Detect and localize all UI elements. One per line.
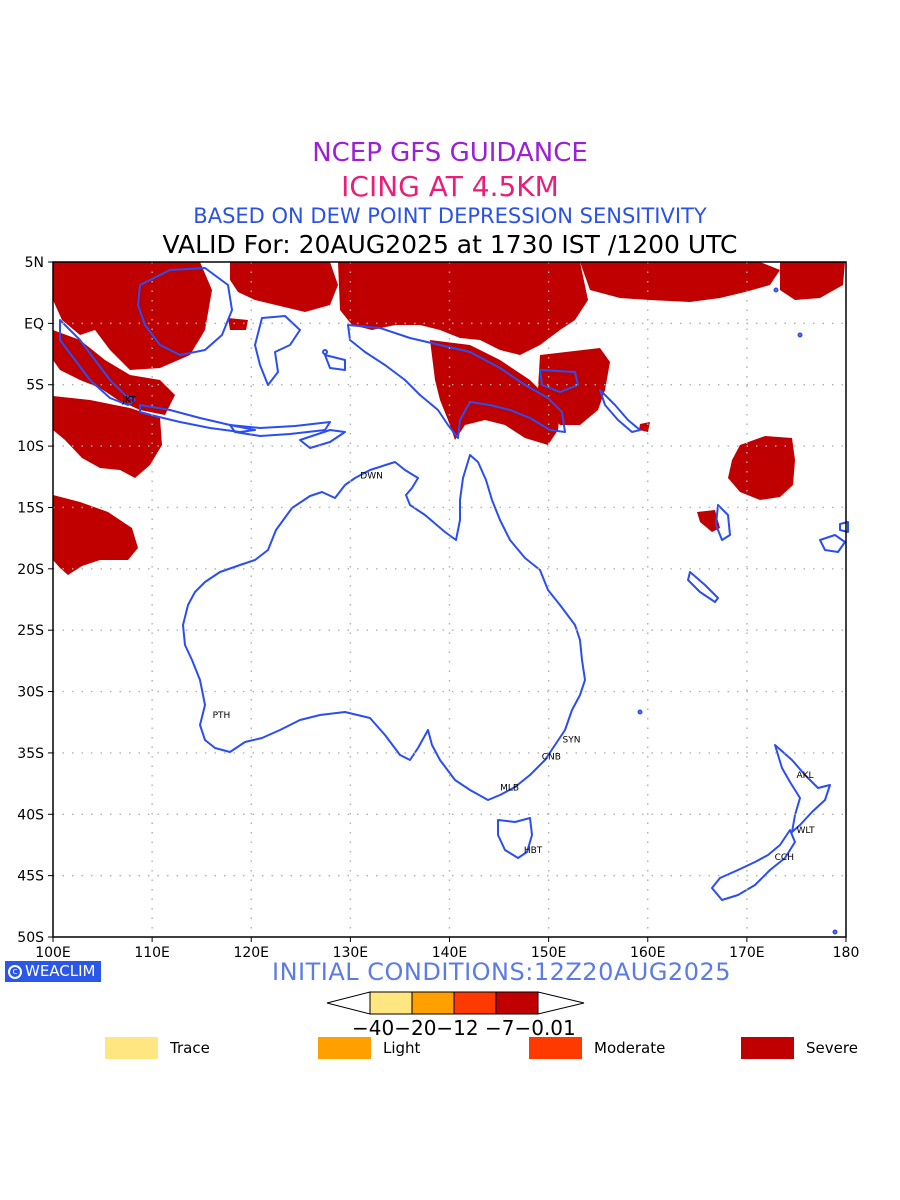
- lon-tick-label: 150E: [531, 945, 567, 961]
- longitude-labels: 100E 110E 120E 130E 140E 150E 160E 170E 180: [35, 937, 859, 961]
- lat-tick-label: 5N: [25, 255, 44, 271]
- lat-tick-label: 10S: [17, 439, 44, 455]
- coastlines: [59, 267, 849, 935]
- title-product: ICING AT 4.5KM: [341, 170, 559, 203]
- lat-tick-label: 20S: [17, 562, 44, 578]
- logo-text: WEACLIM: [25, 962, 96, 980]
- colorbar-trace: [369, 991, 413, 1015]
- lat-tick-label: 45S: [17, 869, 44, 885]
- city-label: CCH: [775, 853, 794, 863]
- lon-tick-label: 100E: [35, 945, 71, 961]
- new-zealand-north-coast: [774, 744, 831, 833]
- legend-severe: Severe: [741, 1037, 858, 1059]
- legend-label-light: Light: [383, 1039, 421, 1057]
- colorbar-left-arrow: [326, 991, 371, 1015]
- lat-tick-label: 25S: [17, 623, 44, 639]
- new-zealand-south-coast: [711, 829, 796, 901]
- weaclim-logo: c WEACLIM: [5, 961, 101, 982]
- colorbar-right-arrow: [537, 991, 585, 1015]
- new-caledonia-coast: [687, 571, 719, 603]
- initial-conditions: INITIAL CONDITIONS:12Z20AUG2025: [272, 958, 732, 986]
- lat-tick-label: 30S: [17, 685, 44, 701]
- city-label: JKT: [121, 395, 136, 405]
- lon-tick-label: 170E: [729, 945, 765, 961]
- city-label: CNB: [542, 753, 561, 763]
- lat-tick-label: 15S: [17, 500, 44, 516]
- title-valid-time: VALID For: 20AUG2025 at 1730 IST /1200 U…: [162, 230, 738, 259]
- legend-trace: Trace: [105, 1037, 210, 1059]
- legend-light: Light: [318, 1037, 420, 1059]
- lat-tick-label: 5S: [26, 378, 44, 394]
- lon-tick-label: 160E: [630, 945, 666, 961]
- legend-label-trace: Trace: [170, 1039, 210, 1057]
- city-label: WLT: [796, 826, 815, 836]
- lon-tick-label: 130E: [333, 945, 369, 961]
- city-label: HBT: [524, 846, 543, 856]
- legend-swatch-moderate: [529, 1037, 582, 1059]
- title-method: BASED ON DEW POINT DEPRESSION SENSITIVIT…: [193, 204, 707, 228]
- latitude-labels: 5N EQ 5S 10S 15S 20S 25S 30S 35S 40S 45S 50S: [17, 255, 53, 946]
- city-label: PTH: [213, 711, 231, 721]
- copyright-icon: c: [8, 964, 22, 979]
- colorbar-light: [411, 991, 455, 1015]
- lon-tick-label: 180: [833, 945, 860, 961]
- legend-swatch-trace: [105, 1037, 158, 1059]
- sulawesi-coast: [254, 315, 301, 386]
- legend-label-moderate: Moderate: [594, 1039, 666, 1057]
- legend-moderate: Moderate: [529, 1037, 665, 1059]
- borneo-coast: [137, 267, 233, 356]
- legend-swatch-light: [318, 1037, 371, 1059]
- lat-tick-label: EQ: [24, 316, 44, 332]
- city-label: DWN: [360, 472, 383, 482]
- lon-tick-label: 120E: [233, 945, 269, 961]
- lat-tick-label: 40S: [17, 807, 44, 823]
- legend-label-severe: Severe: [806, 1039, 858, 1057]
- colorbar-severe: [495, 991, 539, 1015]
- sumatra-coast: [59, 319, 136, 406]
- colorbar: [326, 991, 585, 1015]
- lat-tick-label: 35S: [17, 746, 44, 762]
- city-label: MLB: [500, 783, 519, 793]
- colorbar-labels: −40−20−12 −7−0.01: [352, 1016, 576, 1040]
- lon-tick-label: 110E: [134, 945, 170, 961]
- title-model: NCEP GFS GUIDANCE: [312, 138, 588, 168]
- new-guinea-coast: [347, 324, 566, 439]
- lon-tick-label: 140E: [432, 945, 468, 961]
- tasmania-coast: [497, 817, 533, 859]
- legend-swatch-severe: [741, 1037, 794, 1059]
- city-label: SYN: [563, 735, 581, 745]
- australia-coast: [182, 454, 586, 801]
- city-label: AKL: [796, 771, 813, 781]
- lat-tick-label: 50S: [17, 930, 44, 946]
- colorbar-moderate: [453, 991, 497, 1015]
